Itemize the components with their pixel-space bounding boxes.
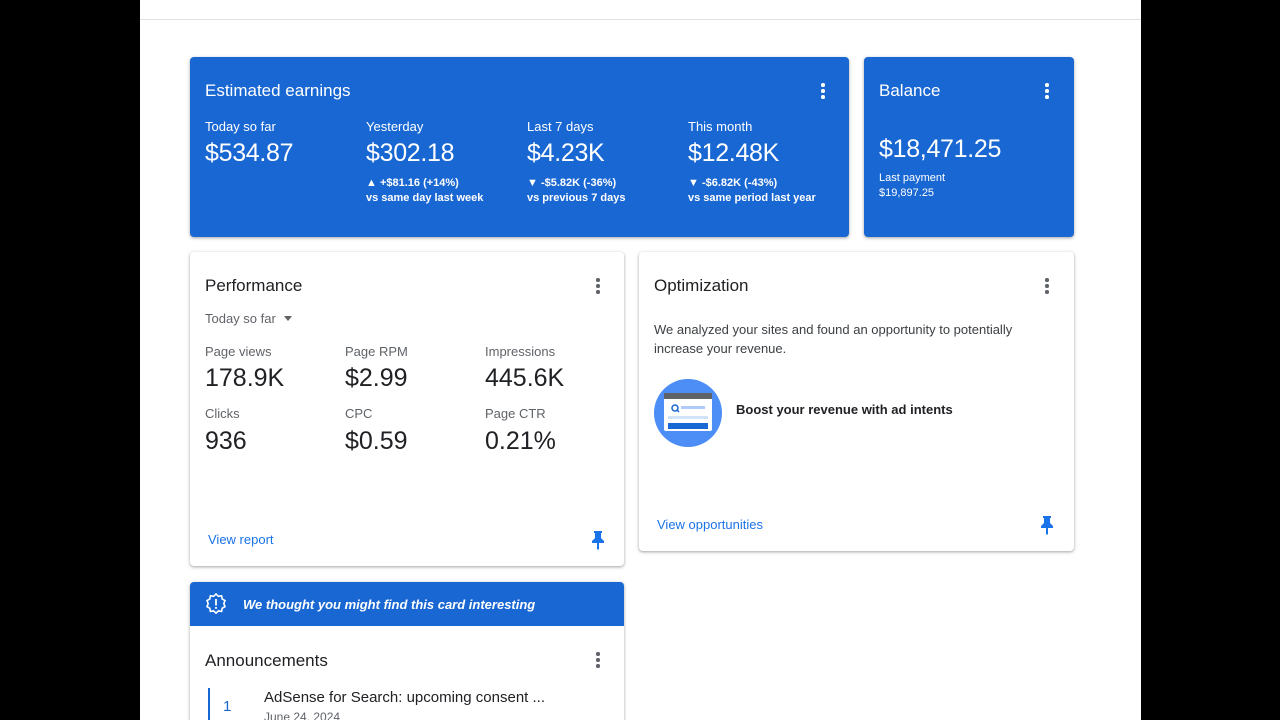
metric-label: Yesterday: [366, 119, 424, 134]
metric-value-cpc: $0.59: [345, 427, 408, 455]
metric-value: $302.18: [366, 139, 455, 167]
metric-compare: vs same day last week: [366, 192, 484, 204]
announcement-title: AdSense for Search: upcoming consent ...: [264, 689, 545, 706]
balance-more-icon[interactable]: [1035, 79, 1059, 103]
metric-compare: vs same period last year: [688, 192, 816, 204]
pin-icon[interactable]: [1039, 515, 1055, 535]
performance-more-icon[interactable]: [586, 274, 610, 298]
metric-label: Last 7 days: [527, 119, 594, 134]
announcements-card: We thought you might find this card inte…: [190, 582, 624, 720]
metric-label-cpc: CPC: [345, 406, 373, 421]
metric-label-impressions: Impressions: [485, 344, 556, 359]
metric-value-page-views: 178.9K: [205, 364, 285, 392]
performance-card: Performance Today so far Page views 178.…: [190, 252, 624, 566]
announcement-item[interactable]: 1 AdSense for Search: upcoming consent .…: [208, 688, 608, 720]
opportunity-item[interactable]: Boost your revenue with ad intents: [654, 379, 1054, 447]
date-range-label: Today so far: [205, 311, 276, 326]
metric-compare: vs previous 7 days: [527, 192, 626, 204]
metric-label: Today so far: [205, 119, 276, 134]
estimated-earnings-title: Estimated earnings: [205, 81, 351, 100]
last-payment-value: $19,897.25: [879, 187, 935, 199]
metric-label-page-views: Page views: [205, 344, 272, 359]
metric-label-page-rpm: Page RPM: [345, 344, 408, 359]
metric-value-page-ctr: 0.21%: [485, 427, 556, 455]
metric-delta: ▲ +$81.16 (+14%): [366, 177, 459, 189]
metric-value: $4.23K: [527, 139, 605, 167]
view-report-link[interactable]: View report: [208, 532, 274, 547]
interesting-card-banner: We thought you might find this card inte…: [190, 582, 624, 626]
optimization-title: Optimization: [654, 276, 749, 295]
dropdown-arrow-icon: [283, 316, 292, 321]
metric-value-impressions: 445.6K: [485, 364, 565, 392]
date-range-dropdown[interactable]: Today so far: [205, 311, 292, 326]
metric-label-page-ctr: Page CTR: [485, 406, 546, 421]
announcement-number: 1: [223, 698, 232, 715]
last-payment-label: Last payment: [879, 172, 946, 184]
balance-value: $18,471.25: [879, 135, 1002, 163]
metric-label-clicks: Clicks: [205, 406, 240, 421]
metric-value: $12.48K: [688, 139, 780, 167]
new-badge-icon: [205, 593, 227, 615]
optimization-more-icon[interactable]: [1035, 274, 1059, 298]
metric-delta: ▼ -$6.82K (-43%): [688, 177, 778, 189]
announcements-more-icon[interactable]: [586, 648, 610, 672]
ad-intents-illustration-icon: [654, 379, 722, 447]
pin-icon[interactable]: [590, 530, 606, 550]
view-opportunities-link[interactable]: View opportunities: [657, 517, 763, 532]
metric-value-page-rpm: $2.99: [345, 364, 408, 392]
metric-value: $534.87: [205, 139, 294, 167]
earnings-more-icon[interactable]: [811, 79, 835, 103]
metric-value-clicks: 936: [205, 427, 247, 455]
metric-delta: ▼ -$5.82K (-36%): [527, 177, 617, 189]
balance-title: Balance: [879, 81, 941, 100]
performance-title: Performance: [205, 276, 303, 295]
balance-card: Balance $18,471.25 Last payment $19,897.…: [864, 57, 1074, 237]
top-bar: [140, 0, 1141, 20]
optimization-description: We analyzed your sites and found an oppo…: [654, 322, 1013, 356]
banner-text: We thought you might find this card inte…: [243, 597, 536, 612]
announcement-date: June 24, 2024: [264, 710, 341, 720]
optimization-card: Optimization We analyzed your sites and …: [639, 252, 1074, 551]
metric-label: This month: [688, 119, 753, 134]
page: Estimated earnings Today so far $534.87 …: [140, 0, 1141, 720]
announcements-title: Announcements: [205, 651, 328, 670]
estimated-earnings-card: Estimated earnings Today so far $534.87 …: [190, 57, 849, 237]
opportunity-label: Boost your revenue with ad intents: [736, 402, 953, 417]
